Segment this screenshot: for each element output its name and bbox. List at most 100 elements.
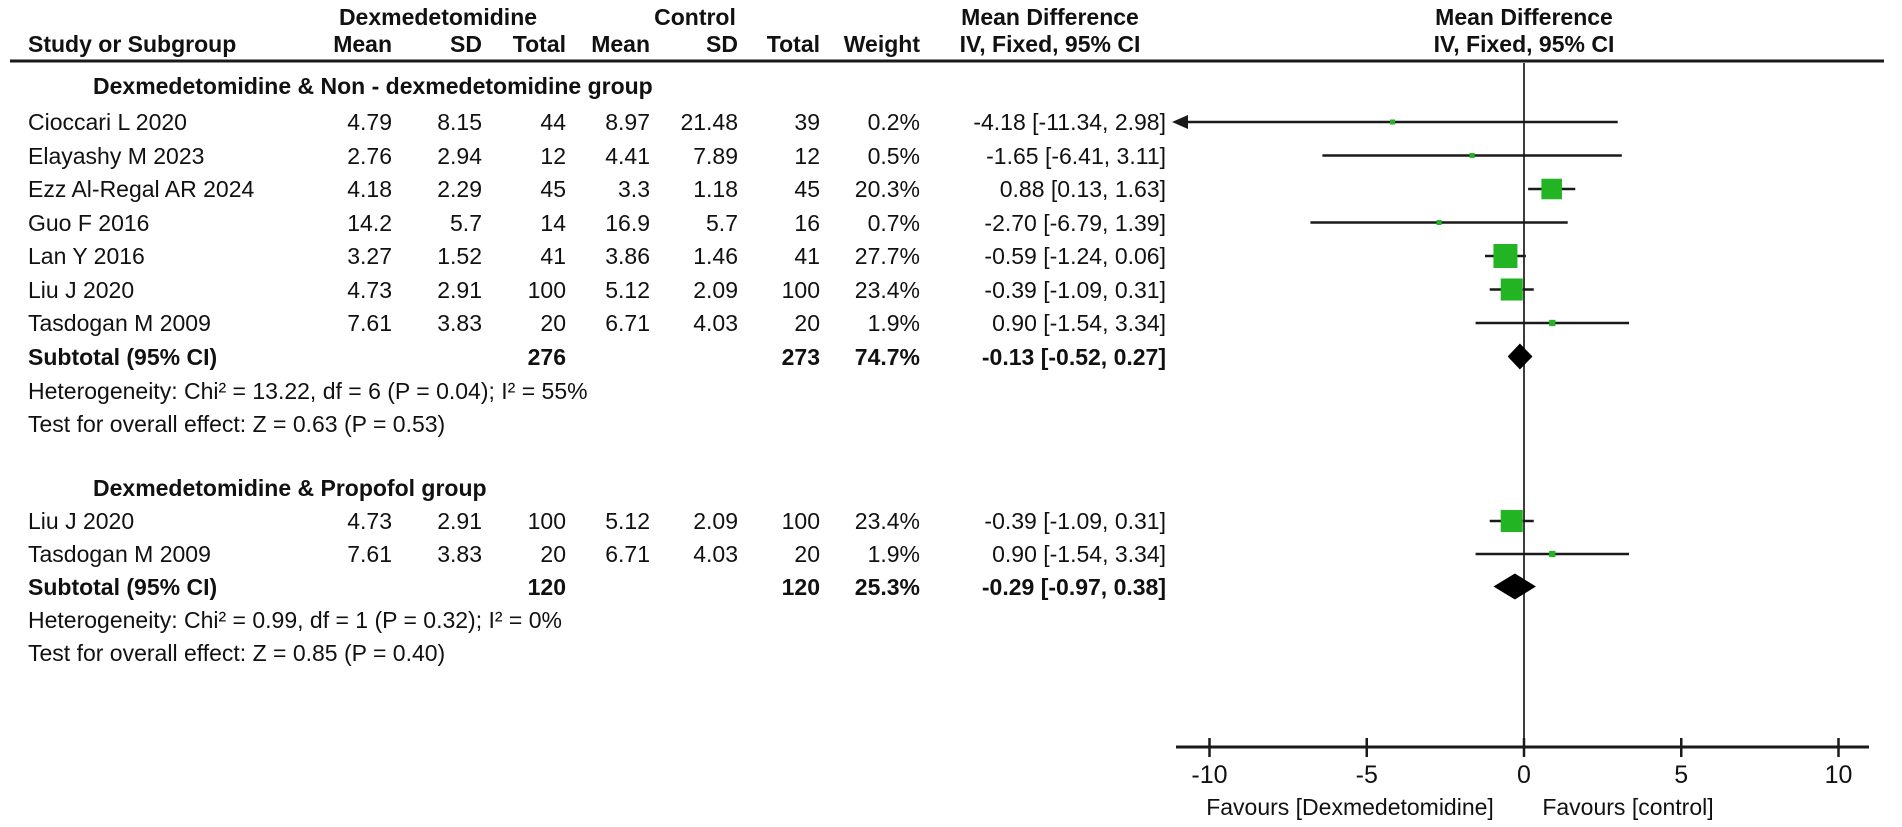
study-cell-ci_text: 0.90 [-1.54, 3.34] <box>992 541 1166 567</box>
study-cell-study: Elayashy M 2023 <box>28 142 205 169</box>
subtotal-total-ctrl: 273 <box>781 343 820 370</box>
study-cell-total1: 100 <box>527 276 566 303</box>
study-cell-sd2: 4.03 <box>693 541 738 567</box>
column-header-ci-text: IV, Fixed, 95% CI <box>959 31 1141 57</box>
study-cell-mean1: 7.61 <box>347 310 392 336</box>
effect-square <box>1541 178 1562 200</box>
subtotal-total-exp: 120 <box>527 573 566 600</box>
column-header-study: Study or Subgroup <box>28 31 237 57</box>
study-cell-sd1: 8.15 <box>437 109 482 135</box>
study-cell-weight: 1.9% <box>867 310 920 336</box>
effect-square <box>1500 509 1523 533</box>
study-cell-mean1: 4.73 <box>347 508 392 534</box>
subtotal-weight: 25.3% <box>854 573 920 600</box>
study-cell-mean2: 8.97 <box>605 109 650 135</box>
study-cell-ci_text: 0.90 [-1.54, 3.34] <box>992 310 1166 336</box>
subtotal-ci: -0.29 [-0.97, 0.38] <box>981 573 1166 600</box>
study-cell-mean1: 4.18 <box>347 176 392 202</box>
subtotal-total-ctrl: 120 <box>781 573 820 600</box>
favours-right-label: Favours [control] <box>1542 794 1714 820</box>
study-cell-sd2: 2.09 <box>693 276 738 303</box>
study-cell-mean2: 6.71 <box>605 541 650 567</box>
study-cell-sd1: 2.29 <box>437 176 482 202</box>
subtotal-weight: 74.7% <box>854 343 920 370</box>
column-header-total-ctrl: Total <box>766 31 820 57</box>
study-cell-ci_text: -0.39 [-1.09, 0.31] <box>984 276 1166 303</box>
study-cell-weight: 23.4% <box>854 276 920 303</box>
study-cell-sd2: 5.7 <box>706 209 738 236</box>
study-cell-total1: 41 <box>540 243 566 269</box>
study-cell-mean2: 5.12 <box>605 276 650 303</box>
study-cell-total1: 20 <box>540 541 566 567</box>
study-cell-ci_text: -0.39 [-1.09, 0.31] <box>984 508 1166 534</box>
study-cell-sd2: 1.46 <box>693 243 738 269</box>
study-cell-total2: 12 <box>794 142 820 169</box>
study-cell-mean2: 3.86 <box>605 243 650 269</box>
control-group-header: Control <box>654 4 736 30</box>
subtotal-ci: -0.13 [-0.52, 0.27] <box>981 343 1166 370</box>
study-cell-sd2: 21.48 <box>680 109 738 135</box>
overall-effect-text: Test for overall effect: Z = 0.63 (P = 0… <box>28 410 446 437</box>
column-header-sd-ctrl: SD <box>706 31 738 57</box>
mean-difference-text-header: Mean Difference <box>961 4 1139 30</box>
subtotal-label: Subtotal (95% CI) <box>28 343 218 370</box>
study-cell-study: Cioccari L 2020 <box>28 109 187 135</box>
study-cell-sd2: 1.18 <box>693 176 738 202</box>
study-cell-ci_text: -2.70 [-6.79, 1.39] <box>984 209 1166 236</box>
ci-arrow-left <box>1172 115 1188 129</box>
effect-square <box>1549 319 1556 327</box>
study-cell-study: Liu J 2020 <box>28 508 135 534</box>
favours-left-label: Favours [Dexmedetomidine] <box>1206 794 1494 820</box>
heterogeneity-text: Heterogeneity: Chi² = 13.22, df = 6 (P =… <box>28 378 588 404</box>
study-cell-total2: 16 <box>794 209 820 236</box>
column-header-sd-exp: SD <box>450 31 482 57</box>
study-cell-sd1: 3.83 <box>437 541 482 567</box>
study-cell-mean1: 3.27 <box>347 243 392 269</box>
study-cell-total1: 44 <box>540 109 566 135</box>
study-cell-total2: 45 <box>794 176 820 202</box>
study-cell-mean1: 4.79 <box>347 109 392 135</box>
overall-effect-text: Test for overall effect: Z = 0.85 (P = 0… <box>28 639 446 666</box>
study-cell-sd1: 2.91 <box>437 508 482 534</box>
study-cell-total1: 14 <box>540 209 566 236</box>
study-cell-weight: 0.7% <box>867 209 920 236</box>
group-heading: Dexmedetomidine & Non - dexmedetomidine … <box>93 73 653 99</box>
study-cell-weight: 20.3% <box>854 176 920 202</box>
axis-tick-label: 10 <box>1824 761 1853 789</box>
study-cell-study: Tasdogan M 2009 <box>28 310 211 336</box>
column-header-weight: Weight <box>843 31 920 57</box>
study-cell-mean1: 4.73 <box>347 276 392 303</box>
subtotal-diamond <box>1507 343 1533 370</box>
study-cell-total1: 12 <box>540 142 566 169</box>
study-cell-total2: 100 <box>781 276 820 303</box>
column-header-mean-ctrl: Mean <box>591 31 650 57</box>
study-cell-sd1: 1.52 <box>437 243 482 269</box>
study-cell-mean2: 6.71 <box>605 310 650 336</box>
study-cell-ci_text: -0.59 [-1.24, 0.06] <box>984 243 1166 269</box>
group-heading: Dexmedetomidine & Propofol group <box>93 475 487 501</box>
axis-tick-label: -5 <box>1355 761 1378 789</box>
effect-square <box>1493 244 1518 268</box>
study-cell-mean1: 7.61 <box>347 541 392 567</box>
study-cell-study: Ezz Al-Regal AR 2024 <box>28 176 255 202</box>
study-cell-sd1: 5.7 <box>450 209 482 236</box>
study-cell-total2: 100 <box>781 508 820 534</box>
heterogeneity-text: Heterogeneity: Chi² = 0.99, df = 1 (P = … <box>28 607 562 633</box>
study-cell-total2: 20 <box>794 541 820 567</box>
study-cell-sd2: 2.09 <box>693 508 738 534</box>
column-header-mean-exp: Mean <box>333 31 392 57</box>
study-cell-sd1: 3.83 <box>437 310 482 336</box>
mean-difference-plot-header: Mean Difference <box>1435 4 1613 30</box>
axis-tick-label: 0 <box>1517 761 1531 789</box>
study-cell-study: Liu J 2020 <box>28 276 135 303</box>
study-cell-weight: 27.7% <box>854 243 920 269</box>
study-cell-total1: 45 <box>540 176 566 202</box>
axis-tick-label: 5 <box>1674 761 1689 789</box>
study-cell-mean1: 2.76 <box>347 142 392 169</box>
study-cell-mean1: 14.2 <box>347 209 392 236</box>
study-cell-ci_text: -1.65 [-6.41, 3.11] <box>986 142 1166 169</box>
effect-square <box>1500 278 1523 301</box>
study-cell-weight: 1.9% <box>867 541 920 567</box>
study-cell-mean2: 4.41 <box>605 142 650 169</box>
